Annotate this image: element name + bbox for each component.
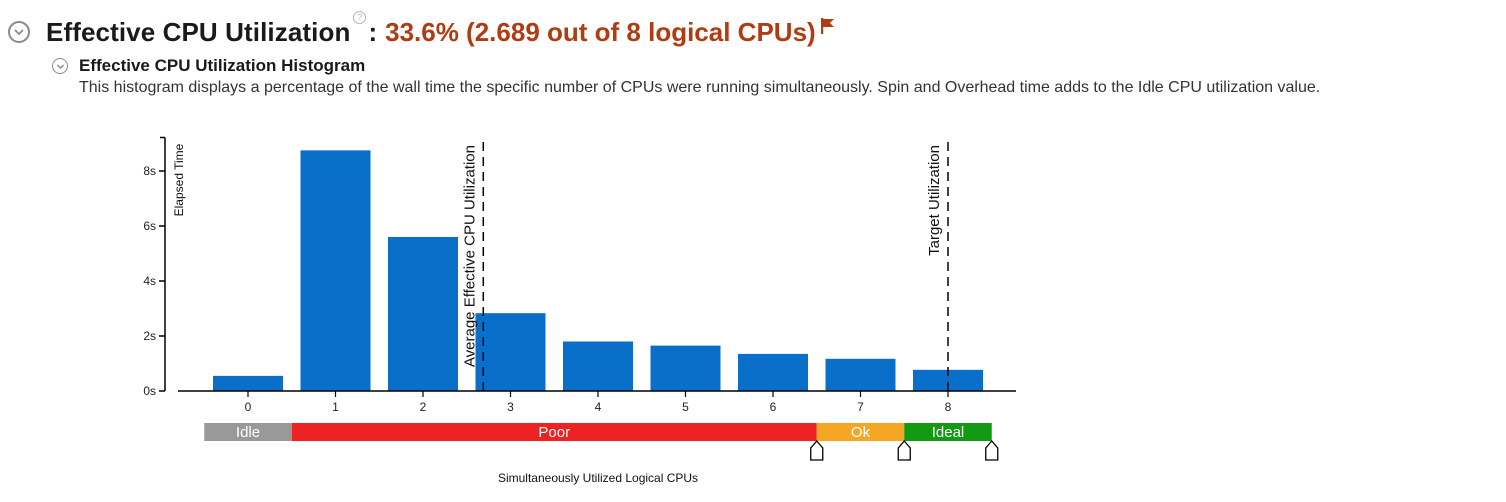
title-separator: : [368,16,378,47]
bar-4 [563,341,633,391]
bar-8 [913,369,983,391]
y-tick-label: 2s [143,329,156,343]
band-ideal [904,423,992,441]
y-tick-label: 6s [143,219,156,233]
x-tick-label: 2 [420,400,427,414]
bar-6 [738,353,808,391]
x-tick-label: 0 [245,400,252,414]
band-poor [291,423,817,441]
x-tick-label: 5 [682,400,689,414]
band-idle [204,423,292,441]
band-handle[interactable] [810,440,824,461]
histogram-description: This histogram displays a percentage of … [79,79,1321,96]
band-handle[interactable] [897,440,911,461]
band-ok [816,423,905,441]
band-label: Ok [851,424,871,441]
marker-label: Target Utilization [926,145,943,256]
x-tick-label: 7 [857,400,864,414]
bar-3 [475,313,546,391]
page-title: Effective CPU Utilization [46,16,351,47]
x-axis-title: Simultaneously Utilized Logical CPUs [498,471,698,485]
y-tick-label: 4s [143,274,156,288]
help-icon[interactable]: ? [353,10,367,24]
y-tick-label: 0s [143,384,156,398]
bar-2 [388,237,458,391]
histogram-title: Effective CPU Utilization Histogram [79,56,366,75]
band-label: Idle [236,424,260,441]
chevron-down-icon[interactable] [8,21,30,43]
band-label: Poor [538,424,570,441]
x-tick-label: 1 [332,400,339,414]
utilization-value: 33.6% (2.689 out of 8 logical CPUs) [385,16,816,47]
chevron-down-icon[interactable] [52,58,68,74]
x-tick-label: 3 [507,400,514,414]
bar-1 [300,150,371,391]
histogram-section-header: Effective CPU Utilization Histogram [52,54,365,78]
y-axis-title: Elapsed Time [172,143,186,216]
flag-icon [820,17,836,40]
x-tick-label: 6 [770,400,777,414]
y-tick-label: 8s [143,164,156,178]
bar-7 [825,358,896,391]
marker-label: Average Effective CPU Utilization [461,145,478,367]
band-handle[interactable] [985,440,999,461]
band-label: Ideal [932,424,965,441]
x-tick-label: 4 [595,400,602,414]
effective-cpu-utilization-header: Effective CPU Utilization ? : 33.6% (2.6… [8,10,836,52]
bar-5 [650,345,721,391]
x-tick-label: 8 [945,400,952,414]
bar-0 [213,375,283,391]
